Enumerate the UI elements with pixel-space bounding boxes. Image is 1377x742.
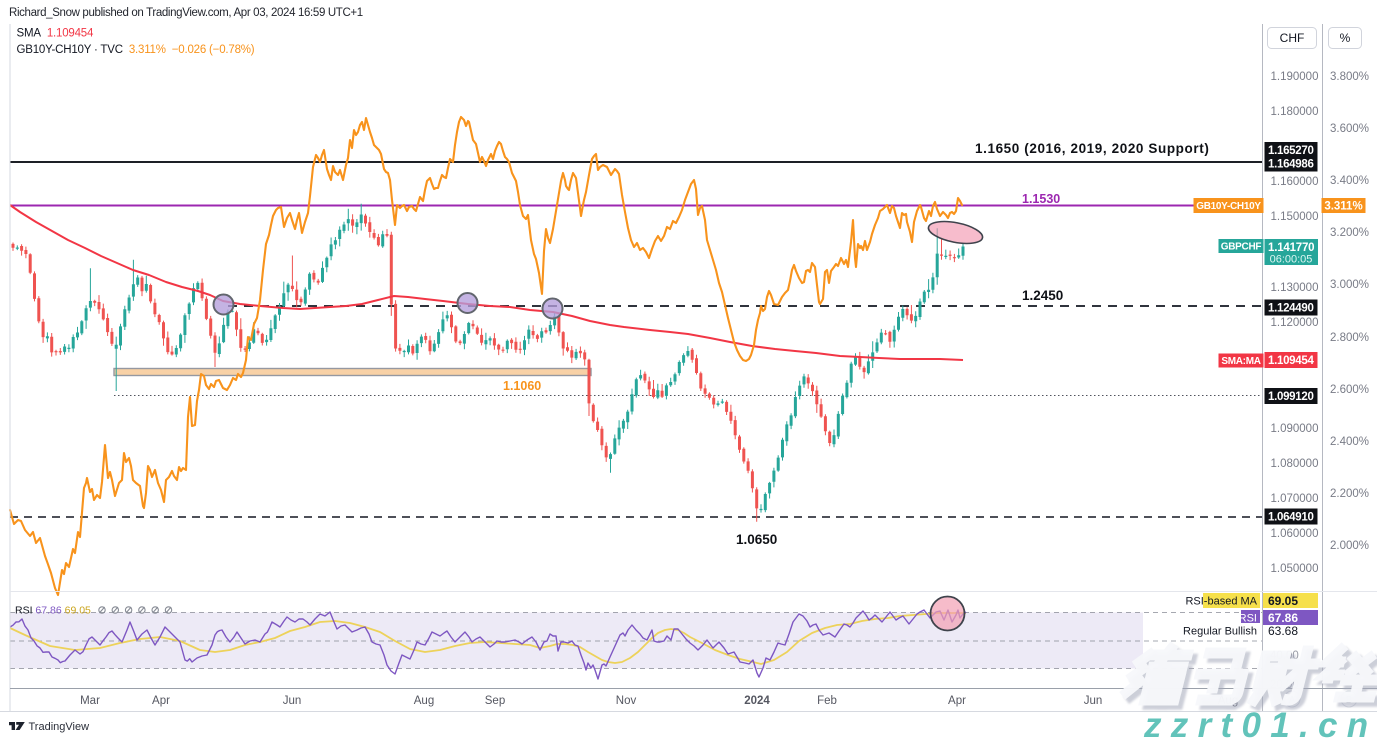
svg-text:2.200%: 2.200% bbox=[1330, 488, 1369, 500]
svg-text:1.109454: 1.109454 bbox=[1268, 355, 1314, 367]
svg-text:2.000%: 2.000% bbox=[1330, 540, 1369, 552]
svg-text:CHF: CHF bbox=[1280, 31, 1305, 45]
svg-text:Nov: Nov bbox=[616, 695, 637, 707]
svg-text:Regular Bullish: Regular Bullish bbox=[1183, 626, 1257, 638]
svg-text:69.05: 69.05 bbox=[1268, 594, 1298, 608]
svg-text:1.120000: 1.120000 bbox=[1271, 317, 1319, 329]
svg-text:Mar: Mar bbox=[80, 695, 100, 707]
svg-text:2.600%: 2.600% bbox=[1330, 384, 1369, 396]
svg-text:1.1060: 1.1060 bbox=[503, 379, 541, 393]
svg-text:TradingView: TradingView bbox=[29, 721, 90, 733]
svg-text:1.080000: 1.080000 bbox=[1271, 458, 1319, 470]
svg-text:Richard_Snow published on Trad: Richard_Snow published on TradingView.co… bbox=[9, 7, 363, 19]
svg-text:2.400%: 2.400% bbox=[1330, 436, 1369, 448]
svg-text:Aug: Aug bbox=[414, 695, 434, 707]
svg-text:Jun: Jun bbox=[1084, 695, 1103, 707]
svg-text:3.200%: 3.200% bbox=[1330, 227, 1369, 239]
svg-text:RSI: RSI bbox=[1239, 613, 1257, 625]
svg-text:1.150000: 1.150000 bbox=[1271, 211, 1319, 223]
svg-text:3.600%: 3.600% bbox=[1330, 123, 1369, 135]
svg-text:1.1530: 1.1530 bbox=[1022, 192, 1060, 206]
svg-text:GB10Y-CH10Y: GB10Y-CH10Y bbox=[1196, 201, 1261, 212]
svg-text:1.130000: 1.130000 bbox=[1271, 282, 1319, 294]
svg-text:Jun: Jun bbox=[283, 695, 302, 707]
svg-text:1.160000: 1.160000 bbox=[1271, 176, 1319, 188]
svg-text:1.090000: 1.090000 bbox=[1271, 423, 1319, 435]
svg-text:67.86: 67.86 bbox=[1268, 611, 1298, 625]
svg-text:1.180000: 1.180000 bbox=[1271, 106, 1319, 118]
svg-text:RSI 67.86 69.05: RSI 67.86 69.05 bbox=[15, 605, 91, 617]
svg-text:Apr: Apr bbox=[948, 695, 966, 707]
svg-text:2.800%: 2.800% bbox=[1330, 332, 1369, 344]
svg-text:3.400%: 3.400% bbox=[1330, 175, 1369, 187]
svg-text:Feb: Feb bbox=[817, 695, 837, 707]
svg-text:2024: 2024 bbox=[744, 695, 770, 707]
svg-text:1.165270: 1.165270 bbox=[1268, 145, 1314, 157]
svg-text:1.1650 (2016, 2019, 2020 Suppo: 1.1650 (2016, 2019, 2020 Support) bbox=[975, 141, 1209, 156]
svg-text:%: % bbox=[1340, 31, 1351, 45]
svg-text:3.800%: 3.800% bbox=[1330, 71, 1369, 83]
svg-text:RSI-based MA: RSI-based MA bbox=[1185, 596, 1257, 608]
svg-text:3.000%: 3.000% bbox=[1330, 279, 1369, 291]
svg-text:SMA:MA: SMA:MA bbox=[1221, 356, 1260, 367]
svg-text:GBPCHF: GBPCHF bbox=[1221, 242, 1262, 253]
svg-text:1.0650: 1.0650 bbox=[736, 532, 777, 547]
svg-text:zzrt01.cn: zzrt01.cn bbox=[1143, 706, 1377, 742]
svg-text:Sep: Sep bbox=[485, 695, 505, 707]
svg-text:1.190000: 1.190000 bbox=[1271, 71, 1319, 83]
svg-text:SMA 1.109454: SMA 1.109454 bbox=[17, 28, 94, 40]
svg-text:1.060000: 1.060000 bbox=[1271, 528, 1319, 540]
svg-text:1.064910: 1.064910 bbox=[1268, 512, 1314, 524]
svg-text:1.2450: 1.2450 bbox=[1022, 288, 1063, 303]
svg-text:1.164986: 1.164986 bbox=[1268, 159, 1314, 171]
svg-text:3.311%: 3.311% bbox=[1324, 201, 1362, 213]
svg-text:1.099120: 1.099120 bbox=[1268, 391, 1314, 403]
svg-text:06:00:05: 06:00:05 bbox=[1270, 254, 1313, 266]
svg-text:1.141770: 1.141770 bbox=[1268, 242, 1314, 254]
svg-text:1.070000: 1.070000 bbox=[1271, 493, 1319, 505]
svg-text:Apr: Apr bbox=[152, 695, 170, 707]
svg-text:1.050000: 1.050000 bbox=[1271, 563, 1319, 575]
svg-text:GB10Y-CH10Y · TVC 3.311% −0.: GB10Y-CH10Y · TVC 3.311% −0.026 (−0.78%) bbox=[17, 44, 255, 56]
svg-text:63.68: 63.68 bbox=[1268, 624, 1298, 638]
svg-text:1.124490: 1.124490 bbox=[1268, 303, 1314, 315]
